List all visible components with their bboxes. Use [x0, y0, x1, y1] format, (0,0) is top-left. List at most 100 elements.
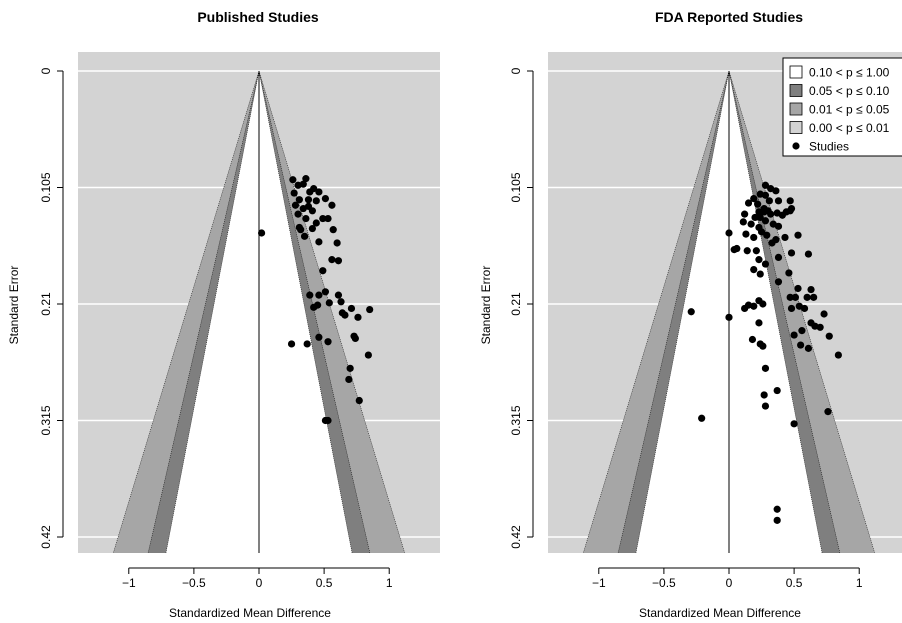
study-point	[743, 247, 751, 255]
y-tick-label: 0	[509, 67, 523, 74]
plot-area	[78, 52, 440, 553]
study-point	[810, 293, 818, 301]
study-point	[351, 334, 359, 342]
study-point	[290, 189, 298, 197]
study-point	[773, 209, 781, 217]
study-point	[825, 332, 833, 340]
study-point	[761, 181, 770, 189]
x-axis-label: Standardized Mean Difference	[639, 606, 801, 620]
study-point	[785, 269, 793, 277]
chart-title: Published Studies	[197, 9, 319, 25]
study-point	[328, 256, 336, 264]
study-point	[725, 229, 733, 237]
study-point	[787, 249, 796, 257]
study-point	[329, 226, 337, 234]
study-point	[755, 256, 763, 264]
y-tick-label: 0.42	[509, 525, 523, 549]
study-point	[772, 187, 780, 195]
y-tick-label: 0.105	[509, 172, 523, 202]
y-axis-label: Standard Error	[7, 266, 21, 345]
study-point	[750, 302, 758, 310]
study-point	[820, 310, 828, 318]
study-point	[752, 247, 760, 255]
study-point	[797, 341, 805, 349]
study-point	[315, 188, 323, 196]
study-point	[319, 214, 327, 223]
chart-title: FDA Reported Studies	[655, 9, 803, 25]
study-point	[310, 303, 318, 311]
study-point	[754, 200, 762, 208]
study-point	[300, 232, 309, 240]
study-point	[804, 344, 813, 352]
study-point	[297, 226, 305, 234]
study-point	[791, 293, 800, 301]
study-point	[781, 233, 789, 242]
study-point	[741, 210, 749, 218]
study-point	[750, 233, 758, 242]
y-tick-label: 0.21	[39, 292, 53, 316]
study-point	[755, 208, 763, 216]
y-tick-label: 0.21	[509, 292, 523, 316]
study-point	[759, 300, 767, 308]
legend-swatch	[789, 65, 803, 79]
study-point	[834, 351, 842, 359]
study-point	[346, 364, 354, 372]
study-point	[800, 304, 809, 313]
study-point	[687, 308, 695, 316]
study-point	[786, 293, 794, 301]
study-point	[773, 516, 781, 524]
study-point	[748, 335, 757, 344]
study-point	[312, 197, 320, 205]
legend-swatch	[789, 84, 803, 97]
study-point	[794, 231, 802, 239]
study-point	[321, 288, 330, 296]
x-tick-label: 0.5	[786, 576, 803, 590]
study-point	[772, 236, 780, 244]
x-tick-label: −1	[122, 576, 136, 590]
x-tick-label: 1	[856, 576, 863, 590]
study-point	[761, 402, 770, 410]
study-point	[291, 201, 300, 209]
study-point	[760, 391, 768, 399]
study-point	[816, 323, 824, 331]
study-point	[328, 201, 336, 209]
study-point	[760, 208, 768, 216]
study-point	[807, 285, 815, 294]
study-point	[761, 217, 770, 225]
study-point	[366, 305, 374, 314]
study-point	[306, 291, 314, 299]
legend-swatch	[789, 121, 803, 134]
study-point	[321, 194, 330, 203]
study-point	[733, 244, 741, 253]
plot-area	[548, 52, 902, 553]
study-point	[786, 197, 794, 205]
study-point	[303, 340, 311, 348]
study-point	[747, 220, 755, 228]
study-point	[354, 313, 362, 321]
study-point	[798, 327, 806, 335]
x-tick-label: −1	[592, 576, 606, 590]
study-point	[287, 340, 296, 348]
study-point	[804, 250, 813, 258]
study-point	[304, 196, 313, 204]
study-point	[319, 267, 327, 275]
study-point	[315, 333, 323, 341]
study-point	[337, 298, 345, 306]
legend-point-icon	[792, 142, 800, 150]
study-point	[698, 414, 706, 422]
study-point	[295, 196, 303, 204]
y-axis-label: Standard Error	[479, 266, 493, 345]
x-tick-label: 1	[386, 576, 393, 590]
study-point	[767, 210, 775, 218]
y-tick-label: 0	[39, 67, 53, 74]
study-point	[774, 197, 783, 205]
study-point	[302, 175, 310, 183]
legend-label: 0.00 < p ≤ 0.01	[809, 121, 890, 135]
study-point	[334, 291, 343, 299]
study-point	[302, 214, 310, 223]
study-point	[761, 260, 770, 268]
study-point	[310, 185, 318, 193]
study-point	[333, 239, 341, 247]
